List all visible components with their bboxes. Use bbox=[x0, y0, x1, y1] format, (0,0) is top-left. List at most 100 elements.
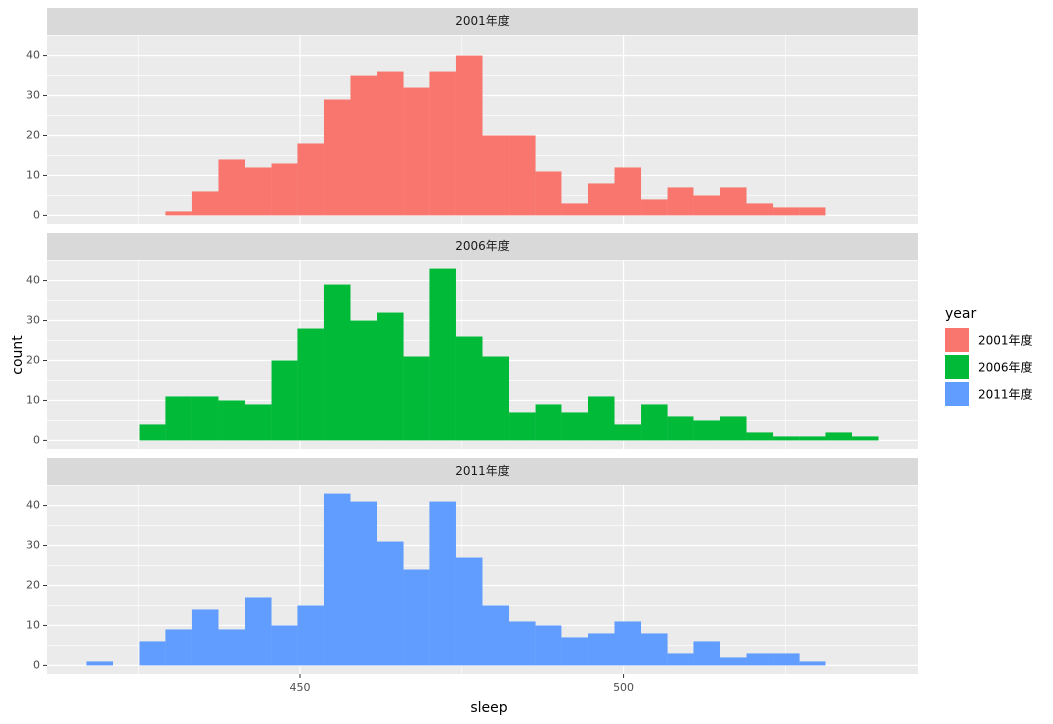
bar bbox=[509, 135, 536, 216]
y-tick-label: 30 bbox=[26, 314, 40, 327]
bar bbox=[377, 71, 404, 216]
bar bbox=[509, 621, 536, 666]
x-tick-label: 450 bbox=[290, 681, 311, 694]
y-tick-label: 20 bbox=[26, 353, 40, 366]
legend-label: 2006年度 bbox=[978, 360, 1033, 375]
bar bbox=[297, 143, 324, 216]
bar bbox=[719, 416, 747, 441]
bar bbox=[719, 187, 747, 216]
x-tick-label: 500 bbox=[613, 681, 634, 694]
bar bbox=[587, 396, 615, 441]
bar bbox=[165, 396, 192, 441]
bar bbox=[851, 436, 879, 441]
legend-key bbox=[945, 355, 969, 379]
bar bbox=[561, 203, 588, 216]
bar bbox=[297, 605, 324, 666]
bar bbox=[693, 195, 720, 216]
bar bbox=[297, 328, 324, 441]
bar bbox=[429, 268, 456, 441]
bar bbox=[218, 629, 246, 666]
strip-background bbox=[47, 233, 918, 260]
bar bbox=[693, 641, 720, 666]
bar bbox=[218, 400, 246, 441]
bar bbox=[587, 183, 615, 216]
bar bbox=[350, 501, 378, 666]
y-tick-label: 20 bbox=[26, 578, 40, 591]
bar bbox=[746, 653, 774, 666]
bar bbox=[799, 661, 826, 666]
bar bbox=[614, 167, 642, 216]
bar bbox=[614, 621, 642, 666]
legend-label: 2011年度 bbox=[978, 387, 1033, 402]
x-axis-title: sleep bbox=[470, 700, 507, 716]
bar bbox=[245, 404, 272, 441]
y-axis-title: count bbox=[10, 335, 26, 375]
y-tick-label: 0 bbox=[33, 208, 40, 221]
bar bbox=[799, 436, 826, 441]
bar bbox=[245, 167, 272, 216]
bar bbox=[587, 633, 615, 666]
bar bbox=[641, 404, 668, 441]
legend-label: 2001年度 bbox=[978, 333, 1033, 348]
bar bbox=[191, 191, 219, 216]
bar bbox=[509, 412, 536, 441]
bar bbox=[773, 207, 800, 216]
bar bbox=[271, 360, 298, 441]
bar bbox=[323, 493, 351, 666]
bar bbox=[165, 629, 192, 666]
bar bbox=[773, 653, 800, 666]
bar bbox=[165, 211, 192, 216]
bar bbox=[773, 436, 800, 441]
y-tick-label: 10 bbox=[26, 393, 40, 406]
y-tick-label: 0 bbox=[33, 433, 40, 446]
bar bbox=[482, 356, 510, 441]
bar bbox=[693, 420, 720, 441]
strip-label: 2011年度 bbox=[455, 463, 510, 478]
strip-background bbox=[47, 8, 918, 35]
y-tick-label: 30 bbox=[26, 539, 40, 552]
bar bbox=[641, 633, 668, 666]
bar bbox=[667, 416, 694, 441]
bar bbox=[455, 336, 483, 441]
bar bbox=[86, 661, 114, 666]
bar bbox=[218, 159, 246, 216]
bar bbox=[271, 625, 298, 666]
bar bbox=[825, 432, 852, 441]
bar bbox=[719, 657, 747, 666]
legend-title: year bbox=[945, 306, 976, 322]
strip-label: 2001年度 bbox=[455, 13, 510, 28]
bar bbox=[429, 501, 456, 666]
bar bbox=[482, 605, 510, 666]
strip-background bbox=[47, 458, 918, 485]
y-tick-label: 30 bbox=[26, 89, 40, 102]
legend-key bbox=[945, 328, 969, 352]
bar bbox=[323, 284, 351, 441]
bar bbox=[455, 557, 483, 666]
y-tick-label: 40 bbox=[26, 499, 40, 512]
bar bbox=[482, 135, 510, 216]
bar bbox=[561, 637, 588, 666]
bar bbox=[350, 75, 378, 216]
bar bbox=[746, 203, 774, 216]
legend-key bbox=[945, 382, 969, 406]
bar bbox=[139, 424, 166, 441]
strip-label: 2006年度 bbox=[455, 238, 510, 253]
bar bbox=[350, 320, 378, 441]
bar bbox=[191, 396, 219, 441]
bar bbox=[403, 356, 430, 441]
bar bbox=[191, 609, 219, 666]
bar bbox=[403, 569, 430, 666]
bar bbox=[377, 312, 404, 441]
bar bbox=[403, 87, 430, 216]
bar bbox=[455, 55, 483, 216]
bar bbox=[667, 653, 694, 666]
y-tick-label: 0 bbox=[33, 658, 40, 671]
y-tick-label: 40 bbox=[26, 49, 40, 62]
y-tick-label: 10 bbox=[26, 168, 40, 181]
bar bbox=[377, 541, 404, 666]
bar bbox=[323, 99, 351, 216]
bar bbox=[746, 432, 774, 441]
y-tick-label: 40 bbox=[26, 274, 40, 287]
bar bbox=[429, 71, 456, 216]
